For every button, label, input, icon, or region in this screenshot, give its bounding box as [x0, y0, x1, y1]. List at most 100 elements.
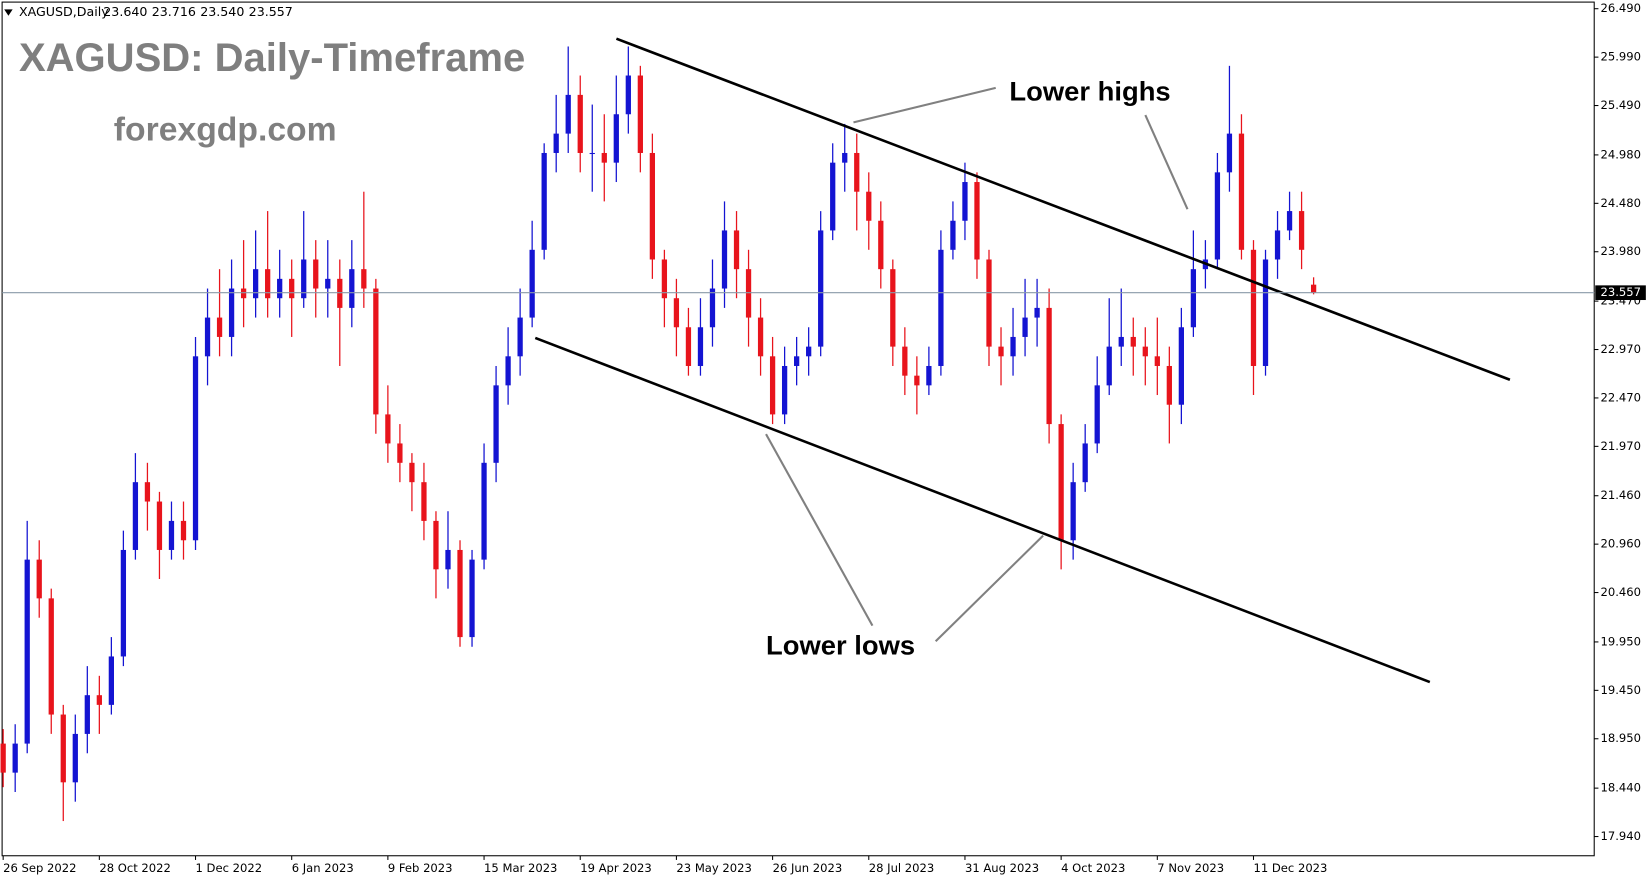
candle-body [601, 152, 607, 163]
pointer-line [765, 433, 874, 627]
candle-body [842, 152, 848, 163]
candle-body [902, 346, 908, 376]
candle-body [661, 259, 668, 299]
candle-body [1190, 269, 1197, 328]
candle-body [433, 520, 439, 570]
candle-body [72, 733, 78, 783]
pointer-line [853, 86, 996, 124]
y-tick-label: 18.950 [1601, 731, 1642, 745]
candle-body [974, 182, 980, 260]
candle-body [577, 94, 583, 153]
y-tick-label: 25.490 [1601, 98, 1642, 112]
candle-body [24, 559, 30, 744]
x-tick-label: 19 Apr 2023 [580, 861, 652, 875]
ohlc-label: 23.540 [200, 4, 244, 19]
candle-body [565, 94, 571, 134]
candle-body [950, 220, 956, 250]
ohlc-label: 23.557 [249, 4, 293, 19]
y-tick-label: 17.940 [1601, 829, 1642, 843]
candle-body [240, 288, 247, 299]
candle-body [12, 743, 18, 773]
candle-body [1262, 259, 1269, 366]
candle-body [1166, 365, 1172, 405]
candle-body [1034, 307, 1040, 318]
annotation: Lower lows [766, 630, 915, 661]
candle-body [1082, 443, 1088, 483]
candle-body [1274, 230, 1281, 260]
candle-body [745, 269, 752, 318]
candle-body [180, 520, 187, 541]
x-tick-label: 28 Oct 2022 [99, 861, 171, 875]
candle-body [505, 356, 511, 386]
x-tick-label: 7 Nov 2023 [1157, 861, 1224, 875]
lower-trendline [534, 336, 1431, 684]
candle-body [649, 152, 656, 260]
upper-trendline [615, 37, 1511, 381]
candle-body [156, 501, 163, 550]
candle-body [48, 598, 54, 715]
candle-body [1250, 249, 1257, 366]
candle-body [938, 249, 944, 366]
candle-body [721, 230, 728, 289]
candle-body [637, 75, 643, 153]
candle-body [60, 714, 66, 783]
y-tick-label: 24.980 [1601, 147, 1642, 161]
candle-body [553, 133, 559, 153]
ohlc-label: 23.640 [103, 4, 147, 19]
candle-body [517, 317, 523, 357]
candle-body [986, 259, 992, 347]
candle-body [1058, 424, 1064, 541]
candle-body [385, 414, 391, 444]
candle-body [1106, 346, 1112, 386]
candle-body [1286, 211, 1293, 231]
candle-body [337, 278, 343, 308]
candle-body [84, 695, 90, 734]
candle-body [1022, 317, 1028, 337]
candle-body [1070, 482, 1076, 541]
candle-body [890, 269, 896, 347]
symbol: XAGUSD,Daily [19, 4, 109, 19]
candle-body [228, 288, 235, 337]
candle-body [878, 220, 884, 270]
candle-body [301, 259, 307, 299]
candle-body [132, 482, 139, 550]
candle-body [144, 482, 151, 502]
candles [0, 46, 1317, 822]
candle-body [613, 114, 619, 163]
x-tick-label: 23 May 2023 [676, 861, 751, 875]
candle-body [529, 249, 535, 318]
y-tick-label: 21.460 [1601, 488, 1642, 502]
candle-body [914, 375, 920, 386]
candle-body [445, 549, 451, 570]
candle-body [697, 327, 704, 366]
candle-body [421, 482, 427, 521]
y-tick-label: 20.960 [1601, 537, 1642, 551]
candle-body [361, 269, 367, 289]
candle-body [781, 365, 788, 415]
candle-body [685, 327, 692, 366]
y-tick-label: 19.950 [1601, 634, 1642, 648]
candle-body [265, 269, 271, 299]
y-tick-label: 20.460 [1601, 585, 1642, 599]
candle-body [589, 152, 595, 155]
y-tick-label: 21.970 [1601, 439, 1642, 453]
candle-body [1310, 284, 1317, 293]
x-tick-label: 28 Jul 2023 [869, 861, 934, 875]
candle-body [36, 559, 42, 599]
candle-body [818, 230, 824, 347]
candle-body [1118, 336, 1124, 347]
x-tick-label: 4 Oct 2023 [1061, 861, 1125, 875]
y-tick-label: 24.480 [1601, 196, 1642, 210]
candle-body [625, 75, 631, 115]
chart-subtitle: forexgdp.com [114, 112, 337, 149]
candle-body [216, 317, 223, 337]
candle-body [313, 259, 319, 289]
candle-body [1094, 385, 1100, 444]
x-tick-label: 15 Mar 2023 [484, 861, 557, 875]
candle-body [1226, 133, 1233, 173]
x-tick-label: 11 Dec 2023 [1253, 861, 1327, 875]
y-tick-label: 23.980 [1601, 244, 1642, 258]
candle-body [289, 278, 295, 299]
candle-body [926, 365, 932, 386]
